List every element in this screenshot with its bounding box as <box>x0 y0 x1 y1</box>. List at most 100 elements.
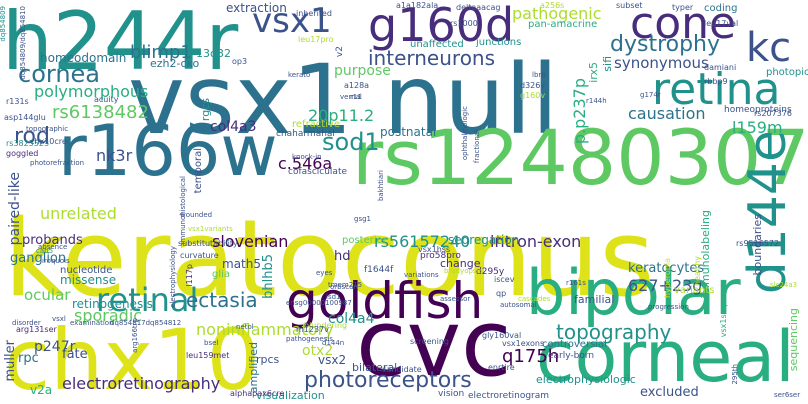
word-hd: hd <box>334 249 351 264</box>
word-fractional: fractional <box>473 130 481 164</box>
word-a256s: a256s <box>540 1 565 10</box>
word-v2a: v2a <box>30 383 53 397</box>
word-candidate: candidate <box>382 365 422 374</box>
word-vsxl: vsxl <box>52 315 66 323</box>
word-typer: typer <box>672 3 694 12</box>
word-eyes: eyes <box>316 269 333 277</box>
word-immunohistological: immunohistological <box>179 176 187 245</box>
word-ensg00000100987: ensg00000100987 <box>286 299 352 307</box>
word-healthy: healthy <box>693 256 702 287</box>
word-ocular: ocular <box>24 286 71 304</box>
word-rpc: rpc <box>18 351 39 366</box>
word-early-born: early-born <box>548 351 595 361</box>
word-causation: causation <box>628 104 706 123</box>
word-ectasia: ectasia <box>186 288 258 312</box>
word-familial: familial <box>574 293 615 306</box>
word-autosomal: autosomal <box>500 301 537 309</box>
word-g160v: g160v <box>520 91 546 100</box>
word-sifi: sifi <box>601 56 614 72</box>
word-vision: vision <box>438 389 465 399</box>
word-interneurons: interneurons <box>368 46 496 70</box>
word-cofasciculate: cofasciculate <box>288 167 348 177</box>
word-lbrb: lbrb <box>532 71 546 79</box>
word-inherited: inherited <box>296 9 332 18</box>
word-295th: 295th <box>731 364 739 385</box>
word-rs207376: rs207376 <box>754 109 792 118</box>
word-ganglion: ganglion <box>10 251 67 266</box>
word-qp: qp <box>496 289 507 298</box>
word-bilateral: bilateral <box>352 361 398 374</box>
word-photoreceptors: photoreceptors <box>304 368 472 393</box>
word-probands: probands <box>22 233 83 248</box>
word-ophthalmologic: ophthalmologic <box>461 106 469 161</box>
word-muller: muller <box>3 340 18 382</box>
word-iroquois: iroquois <box>42 257 70 265</box>
word-sporadic: sporadic <box>74 306 143 325</box>
word-screening: screening <box>410 337 449 346</box>
word-col4a3: col4a3 <box>210 119 257 135</box>
word-goggled: goggled <box>6 149 39 158</box>
word-vsx1sequence: vsx1sequence <box>719 280 728 338</box>
word-temporal: temporal <box>193 148 204 194</box>
word-segregation: segregation <box>448 233 520 247</box>
word-a128a: a128a <box>344 81 370 90</box>
word-rs12480307: rs12480307 <box>352 113 808 202</box>
word-c546a: c.546a <box>278 154 333 173</box>
word-r161s: r161s <box>566 279 586 287</box>
word-blimp1: blimp1 <box>130 42 192 63</box>
word-blundering: blundering <box>304 321 348 330</box>
word-curvature: curvature <box>180 251 219 260</box>
word-noninflammatory: noninflammatory <box>196 320 334 339</box>
word-electrophysiologic: electrophysiologic <box>536 373 636 386</box>
word-sequencing: sequencing <box>787 308 800 372</box>
word-chaharmahal: chaharmahal <box>276 129 335 139</box>
word-visualization: visualization <box>256 389 325 402</box>
word-ezh2-cko: ezh2-cko <box>150 57 200 70</box>
word-refractive: refractive <box>292 119 341 130</box>
word-netol: netol <box>236 323 254 331</box>
word-a1a182ala: a1a182ala <box>396 1 439 10</box>
word-glia: glia <box>212 269 231 280</box>
word-rgcs: rgcs <box>199 98 212 122</box>
word-excluded: excluded <box>640 385 699 400</box>
word-retinal: retinal <box>96 281 199 319</box>
word-bipolar: bipolar <box>526 256 741 329</box>
word-acuity: acuity <box>94 95 119 104</box>
word-20p11-2: 20p11.2 <box>308 106 375 125</box>
word-math5: math5 <box>222 257 261 271</box>
word-rs9516572: rs9516572 <box>736 239 780 248</box>
word-dystrophy: dystrophy <box>610 32 721 57</box>
word-subset: subset <box>616 1 643 10</box>
word-pan-amacrine: pan-amacrine <box>528 19 598 30</box>
word-gly160val: gly160val <box>482 331 522 340</box>
word-slc24a3: slc24a3 <box>770 281 798 289</box>
word-rs56157240: rs56157240 <box>374 232 471 251</box>
word-d295y: d295y <box>476 267 505 277</box>
word-tmem215: tmem215 <box>328 281 363 289</box>
word-bsel: bsel <box>204 339 219 347</box>
word-photopic: photopic <box>766 67 808 78</box>
word-retinogenesis: retinogenesis <box>72 297 153 311</box>
word-r11: r11 <box>350 93 362 101</box>
word-h244r: h244r <box>2 0 239 88</box>
word-extraction: extraction <box>226 1 287 15</box>
word-electroretinography: electroretinography <box>62 374 221 393</box>
word-variants: variants <box>674 285 715 296</box>
word-l117p: l117p <box>185 264 194 287</box>
word-d144e: d144e <box>738 130 798 295</box>
word-q175h: q175h <box>502 346 560 367</box>
word-rs3825523: rs3825523 <box>6 139 50 148</box>
word-dq854817dq854812: dq854817dq854812 <box>110 319 182 327</box>
word-iscev: iscev <box>494 275 515 284</box>
word-disorder: disorder <box>12 319 41 327</box>
word-rbbp9: rbbp9 <box>704 77 728 86</box>
word-p-p237p: p.p237p <box>570 78 589 145</box>
word-f1644f: f1644f <box>364 265 394 275</box>
word-vsx1variants: vsx1variants <box>188 225 233 233</box>
word-leu17pro: leu17pro <box>298 35 334 44</box>
word-leu17val: leu17val <box>704 19 739 28</box>
word-v2: v2 <box>335 46 345 58</box>
word-vsx2: vsx2 <box>318 353 347 367</box>
word-dq854809: dq854809 <box>0 6 7 42</box>
